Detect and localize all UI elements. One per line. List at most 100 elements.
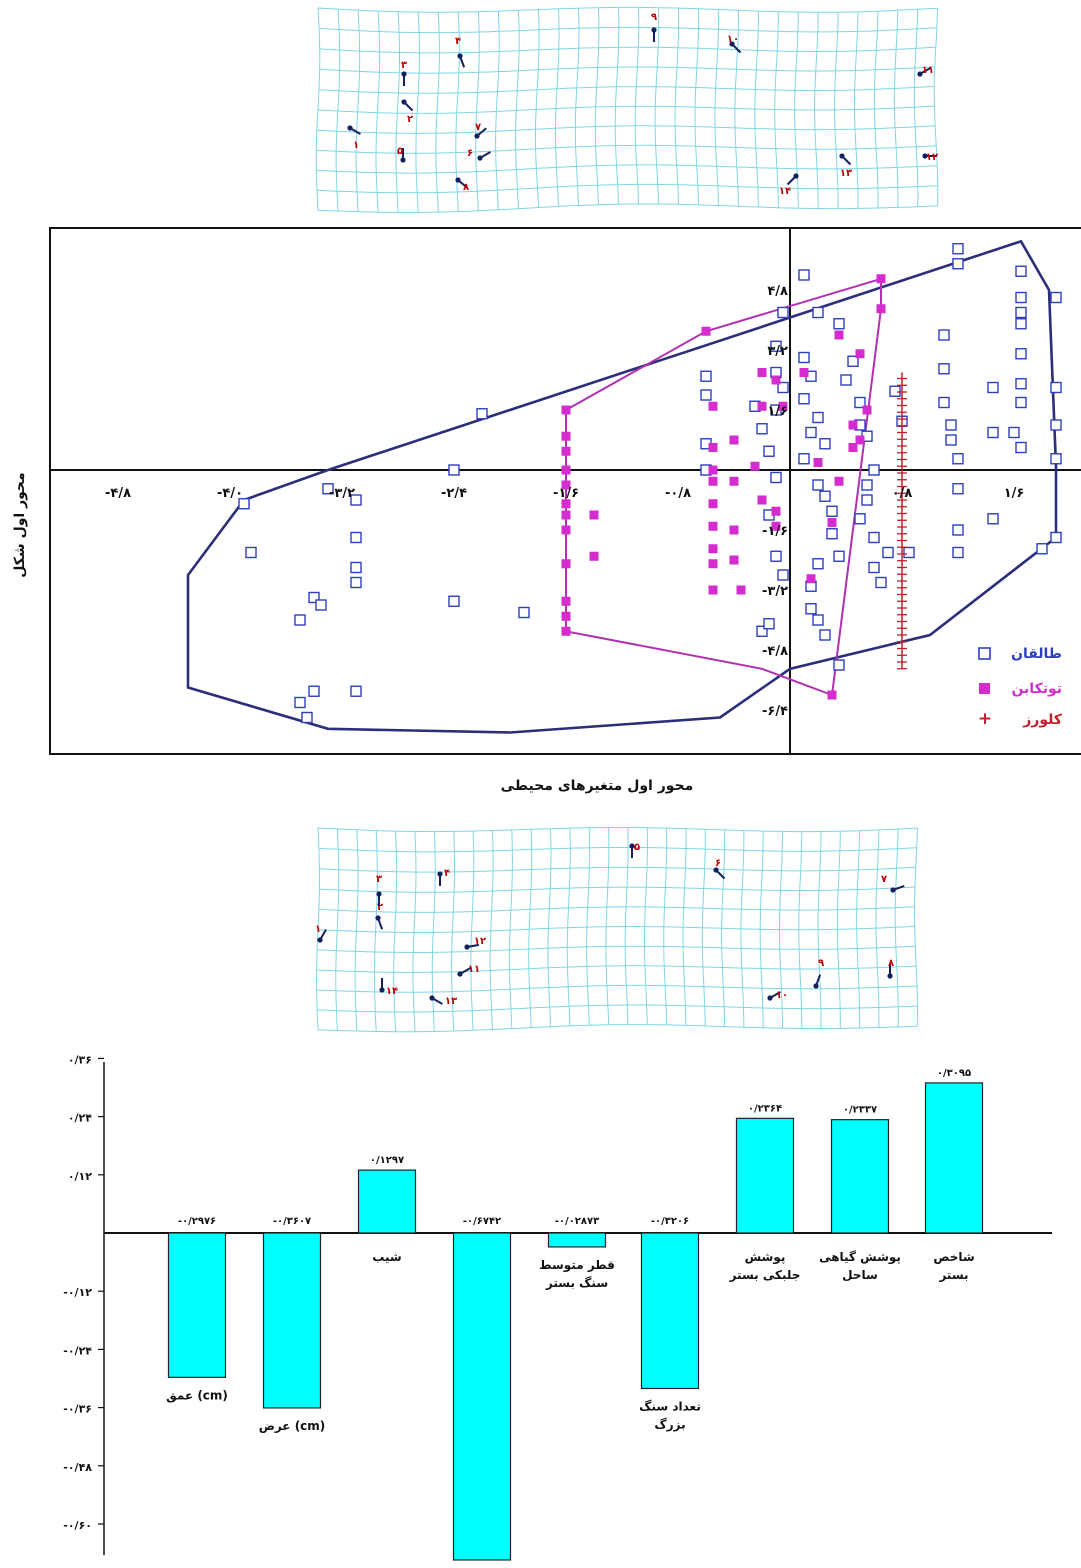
bar-category-label: شاخص: [933, 1250, 974, 1264]
point-tootkaben: [561, 525, 571, 535]
x-tick-label: -۰/۸: [665, 486, 691, 501]
grid-line: [319, 886, 916, 893]
x-tick-label: ۱/۶: [1004, 486, 1025, 501]
legend-marker-tootkaben: [979, 683, 990, 694]
point-taleqan: [350, 531, 362, 544]
landmark-label: ۸: [463, 182, 469, 193]
point-taleqan: [1015, 378, 1027, 390]
point-tootkaben: [750, 461, 760, 471]
point-taleqan: [805, 426, 817, 439]
grid-line: [734, 10, 739, 207]
landmark-label: ۱۴: [779, 186, 791, 197]
bar-category-label: پوشش گیاهی: [819, 1250, 901, 1265]
grid-line: [594, 7, 600, 205]
grid-line: [317, 1024, 918, 1033]
point-taleqan: [952, 453, 964, 465]
point-tootkaben: [848, 420, 858, 430]
grid-line: [535, 9, 540, 208]
landmark-point: [890, 887, 896, 893]
grid-line: [470, 831, 475, 1031]
landmark-label: ۹: [818, 958, 824, 969]
point-taleqan: [1050, 453, 1062, 465]
landmark-label: ۱: [353, 140, 359, 151]
x-tick-label: -۴/۰: [217, 486, 243, 501]
point-taleqan: [938, 363, 950, 375]
grid-line: [894, 829, 899, 1027]
landmark-point: [437, 871, 443, 877]
point-taleqan: [350, 576, 362, 589]
point-tootkaben: [708, 443, 718, 452]
point-taleqan: [1008, 426, 1020, 439]
point-taleqan: [756, 423, 768, 435]
grid-line: [644, 827, 648, 1025]
landmark-label: ۵: [634, 842, 640, 853]
point-tootkaben: [561, 405, 571, 415]
point-tootkaben: [561, 611, 571, 621]
grid-line: [605, 827, 610, 1025]
point-taleqan: [308, 685, 320, 697]
bar-value-label: -۰/۶۷۴۲: [463, 1216, 501, 1227]
point-tootkaben: [561, 480, 571, 490]
landmark-point: [457, 53, 463, 59]
point-taleqan: [1015, 396, 1027, 409]
point-taleqan: [833, 659, 845, 671]
landmark-point: [922, 153, 928, 159]
point-tootkaben: [834, 330, 844, 340]
bar-value-label: ۰/۲۳۶۴: [748, 1103, 782, 1114]
point-taleqan: [777, 569, 789, 581]
point-taleqan: [245, 546, 257, 559]
bar: [640, 1232, 700, 1390]
point-taleqan: [448, 595, 460, 607]
point-tootkaben: [729, 476, 739, 486]
point-tootkaben: [757, 401, 767, 411]
point-taleqan: [945, 434, 957, 446]
point-tootkaben: [834, 476, 844, 486]
point-taleqan: [1050, 419, 1062, 431]
point-taleqan: [763, 618, 775, 630]
point-taleqan: [350, 685, 362, 697]
y-tick-label: ۱/۶: [767, 404, 788, 419]
point-taleqan: [1015, 318, 1027, 330]
grid-line: [614, 7, 620, 205]
bar-y-tick-label: ۰/۳۶: [68, 1053, 92, 1066]
bar-category-label: قطر متوسط: [539, 1258, 615, 1273]
landmark-label: ۱۴: [386, 986, 398, 997]
y-tick-label: -۴/۸: [762, 644, 788, 659]
point-taleqan: [294, 614, 306, 626]
grid-line: [817, 831, 822, 1029]
grid-line: [701, 829, 706, 1026]
point-taleqan: [1015, 291, 1027, 304]
legend-label-taleqan: طالقان: [1011, 646, 1062, 662]
point-tootkaben: [589, 551, 599, 561]
grid-line: [412, 831, 417, 1032]
grid-line: [634, 7, 640, 205]
point-taleqan: [819, 629, 831, 641]
x-tick-label: -۳/۲: [329, 486, 355, 501]
bar-category-label: عمق (cm): [166, 1388, 228, 1402]
landmark-point: [839, 153, 845, 159]
point-taleqan: [448, 464, 460, 476]
point-taleqan: [840, 374, 852, 386]
grid-line: [913, 9, 919, 207]
point-taleqan: [308, 591, 320, 604]
landmark-label: ۶: [715, 858, 721, 869]
point-taleqan: [700, 370, 712, 382]
point-taleqan: [952, 483, 964, 495]
landmark-label: ۱: [315, 924, 321, 935]
landmark-label: ۱۱: [468, 964, 480, 975]
bar: [262, 1232, 322, 1409]
x-axis-label: محور اول متغیرهای محیطی: [501, 778, 694, 794]
bar-y-tick-label: -۰/۶۰: [63, 1519, 92, 1532]
point-taleqan: [812, 614, 824, 626]
point-taleqan: [952, 546, 964, 559]
point-taleqan: [882, 546, 894, 559]
point-tootkaben: [708, 521, 718, 531]
point-tootkaben: [771, 375, 781, 385]
point-taleqan: [294, 696, 306, 709]
bar-category-label: جلبکی بستر: [729, 1268, 801, 1282]
point-tootkaben: [561, 510, 571, 520]
grid-line: [317, 203, 938, 214]
point-taleqan: [238, 498, 250, 510]
grid-line: [316, 183, 938, 194]
